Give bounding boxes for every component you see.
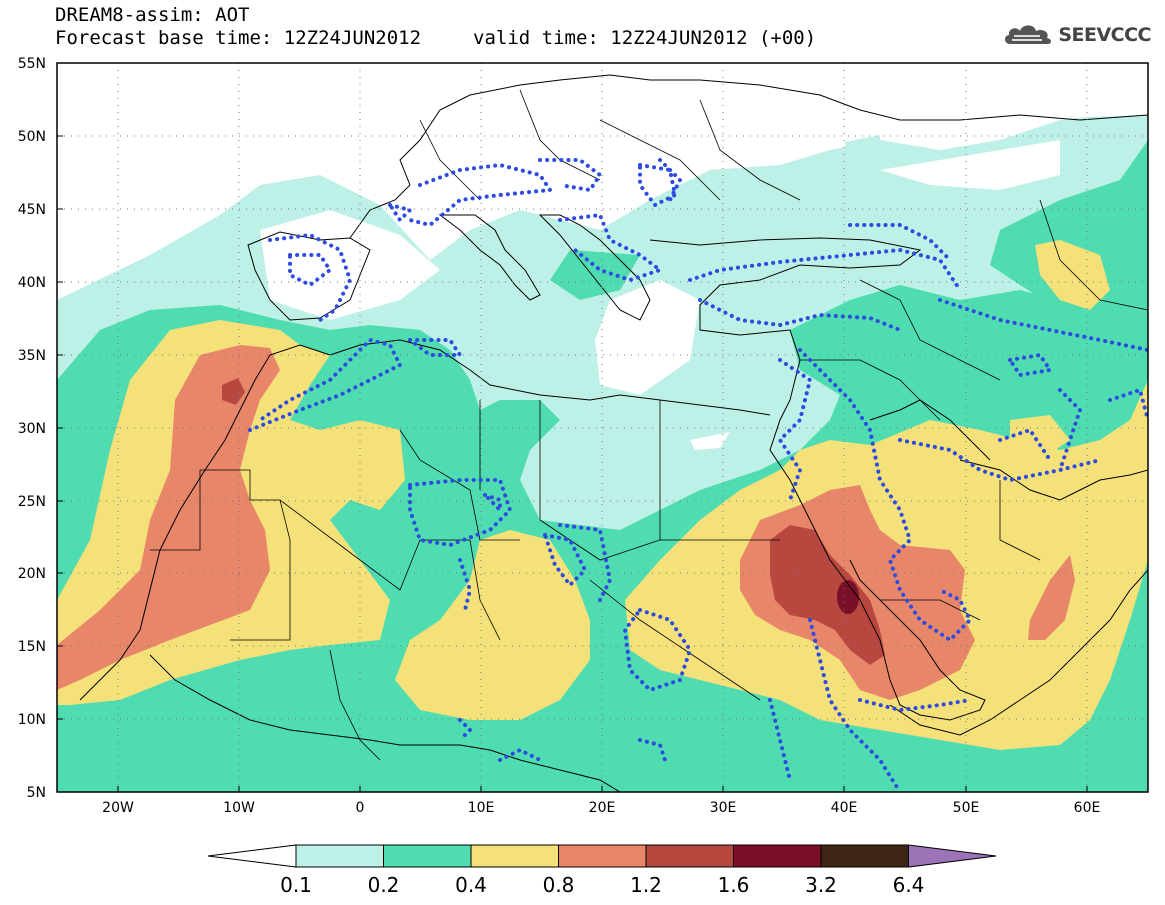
colorbar-segment xyxy=(820,844,909,868)
lat-label: 25N xyxy=(18,494,46,510)
tick-marks xyxy=(57,62,1088,793)
colorbar-segment xyxy=(645,844,734,868)
lat-label: 30N xyxy=(18,421,46,437)
contour-overlay xyxy=(248,158,1148,792)
aot-level-1-6 xyxy=(837,580,859,614)
lat-label: 5N xyxy=(27,785,46,801)
lat-label: 15N xyxy=(18,639,46,655)
lat-label: 40N xyxy=(18,275,46,291)
logo-text: SEEVCCC xyxy=(1058,24,1151,46)
lat-label: 35N xyxy=(18,348,46,364)
colorbar-label: 0.1 xyxy=(280,873,312,897)
colorbar: 0.1 0.2 0.4 0.8 1.2 1.6 3.2 6.4 xyxy=(207,844,997,897)
lon-label: 50E xyxy=(953,800,980,816)
colorbar-segment xyxy=(733,844,822,868)
lon-label: 20E xyxy=(589,800,616,816)
lat-label: 20N xyxy=(18,566,46,582)
colorbar-segment xyxy=(470,844,559,868)
cloud-icon xyxy=(1005,25,1052,45)
colorbar-label: 0.8 xyxy=(543,873,575,897)
lon-label: 20W xyxy=(102,800,134,816)
colorbar-label: 0.4 xyxy=(455,873,487,897)
colorbar-segment xyxy=(295,844,384,868)
colorbar-label: 1.2 xyxy=(630,873,662,897)
lon-label: 10E xyxy=(468,800,495,816)
colorbar-label: 3.2 xyxy=(805,873,837,897)
lon-label: 60E xyxy=(1074,800,1101,816)
colorbar-label: 1.6 xyxy=(718,873,750,897)
forecast-base-time: Forecast base time: 12Z24JUN2012 xyxy=(55,27,422,49)
coastlines xyxy=(79,74,1148,792)
lon-label: 40E xyxy=(831,800,858,816)
lon-labels: 20W 10W 0 10E 20E 30E 40E 50E 60E xyxy=(102,800,1100,816)
lat-label: 55N xyxy=(18,56,46,72)
seevccc-logo: SEEVCCC xyxy=(1002,22,1151,48)
colorbar-lower-arrow xyxy=(207,844,297,868)
colorbar-segment xyxy=(383,844,472,868)
colorbar-upper-arrow xyxy=(908,844,997,868)
lat-label: 45N xyxy=(18,202,46,218)
lat-labels: 55N 50N 45N 40N 35N 30N 25N 20N 15N 10N … xyxy=(18,56,46,801)
lon-label: 10W xyxy=(223,800,255,816)
colorbar-segment xyxy=(558,844,647,868)
lat-label: 50N xyxy=(18,129,46,145)
graticule xyxy=(57,63,1148,792)
time-line: Forecast base time: 12Z24JUN2012 valid ti… xyxy=(55,27,816,49)
colorbar-label: 0.2 xyxy=(368,873,400,897)
lon-label: 0 xyxy=(356,800,365,816)
aot-level-1-2 xyxy=(222,378,885,665)
colorbar-label: 6.4 xyxy=(893,873,925,897)
lon-label: 30E xyxy=(710,800,737,816)
map-title: DREAM8-assim: AOT xyxy=(55,4,250,26)
lat-label: 10N xyxy=(18,712,46,728)
valid-time: valid time: 12Z24JUN2012 (+00) xyxy=(473,27,817,49)
country-borders xyxy=(150,89,1148,761)
